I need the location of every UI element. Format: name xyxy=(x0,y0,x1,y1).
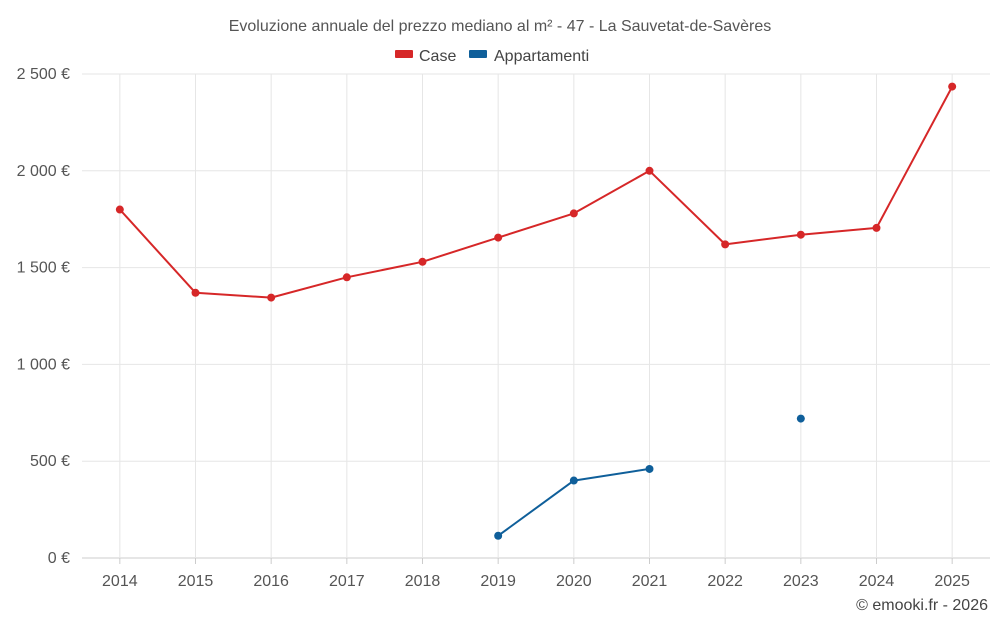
data-point-case[interactable] xyxy=(797,231,805,239)
x-tick-label: 2014 xyxy=(102,573,138,590)
legend-label-appartamenti: Appartamenti xyxy=(494,48,589,65)
y-tick-label: 1 000 € xyxy=(17,356,70,373)
legend-item-case[interactable]: Case xyxy=(395,48,456,65)
x-tick-label: 2018 xyxy=(405,573,441,590)
x-tick-label: 2015 xyxy=(178,573,214,590)
data-point-case[interactable] xyxy=(570,209,578,217)
grid xyxy=(82,74,990,558)
data-point-case[interactable] xyxy=(494,234,502,242)
y-axis: 0 € 500 € 1 000 € 1 500 € 2 000 € 2 500 € xyxy=(17,66,70,567)
series-case xyxy=(116,83,956,302)
data-point-case[interactable] xyxy=(721,240,729,248)
data-point-case[interactable] xyxy=(192,289,200,297)
x-tick-label: 2021 xyxy=(632,573,668,590)
legend-item-appartamenti[interactable]: Appartamenti xyxy=(469,48,589,65)
legend-swatch-case xyxy=(395,50,413,58)
chart-title: Evoluzione annuale del prezzo mediano al… xyxy=(229,18,772,35)
x-tick-label: 2017 xyxy=(329,573,365,590)
credit-label: © emooki.fr - 2026 xyxy=(856,597,988,614)
legend-swatch-appartamenti xyxy=(469,50,487,58)
data-point-appartamenti[interactable] xyxy=(646,465,654,473)
data-point-case[interactable] xyxy=(646,167,654,175)
data-point-case[interactable] xyxy=(267,294,275,302)
x-tick-label: 2025 xyxy=(934,573,970,590)
data-point-appartamenti[interactable] xyxy=(570,477,578,485)
x-tick-label: 2016 xyxy=(253,573,289,590)
chart-canvas: Evoluzione annuale del prezzo mediano al… xyxy=(0,0,1000,625)
data-point-case[interactable] xyxy=(419,258,427,266)
data-point-case[interactable] xyxy=(116,206,124,214)
legend: Case Appartamenti xyxy=(395,48,589,65)
y-tick-label: 500 € xyxy=(30,453,70,470)
y-tick-label: 2 500 € xyxy=(17,66,70,83)
data-point-case[interactable] xyxy=(948,83,956,91)
x-axis: 2014 2015 2016 2017 2018 2019 2020 2021 2022 2023… xyxy=(102,558,970,590)
y-tick-label: 0 € xyxy=(48,550,70,567)
series xyxy=(116,83,956,540)
x-tick-label: 2019 xyxy=(480,573,516,590)
legend-label-case: Case xyxy=(419,48,456,65)
data-point-case[interactable] xyxy=(873,224,881,232)
data-point-appartamenti[interactable] xyxy=(494,532,502,540)
x-tick-label: 2024 xyxy=(859,573,895,590)
data-point-case[interactable] xyxy=(343,273,351,281)
x-tick-label: 2022 xyxy=(707,573,743,590)
chart: Evoluzione annuale del prezzo mediano al… xyxy=(0,0,1000,625)
x-tick-label: 2023 xyxy=(783,573,819,590)
data-point-appartamenti[interactable] xyxy=(797,415,805,423)
x-tick-label: 2020 xyxy=(556,573,592,590)
y-tick-label: 1 500 € xyxy=(17,260,70,277)
series-line-case xyxy=(120,87,952,298)
y-tick-label: 2 000 € xyxy=(17,163,70,180)
